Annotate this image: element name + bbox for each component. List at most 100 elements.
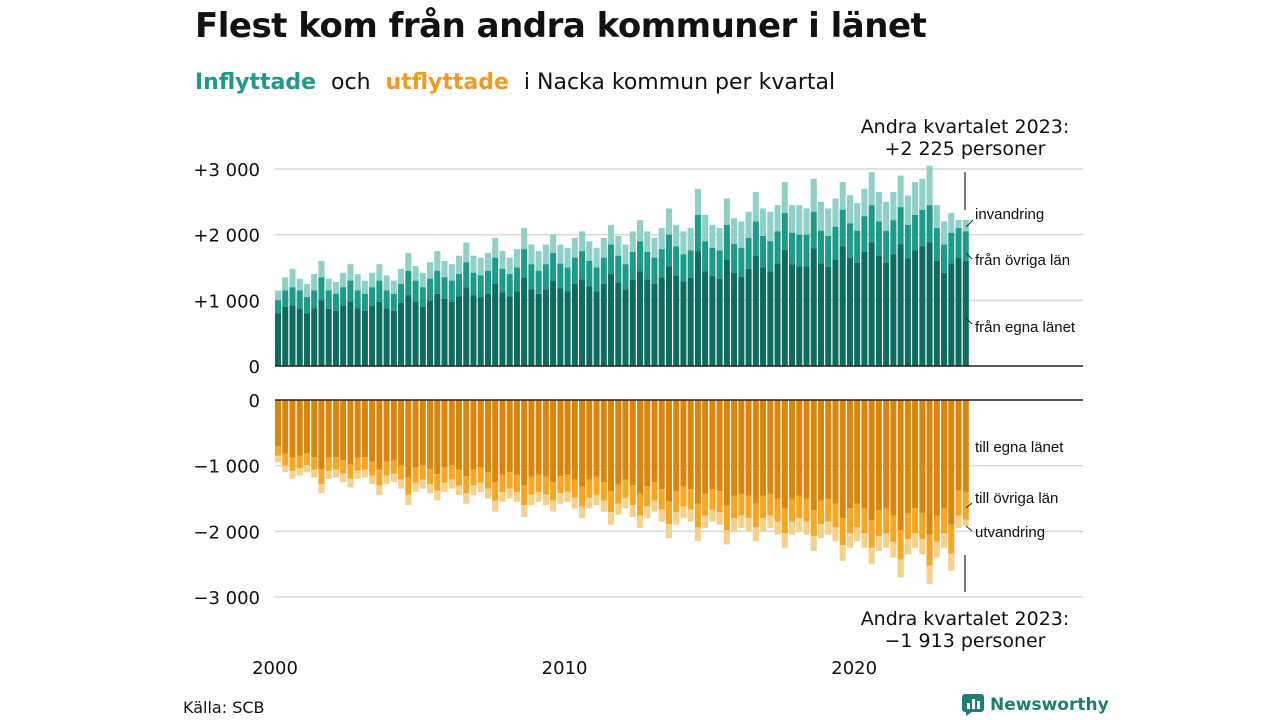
bar-fran-ovriga-lan [448, 280, 455, 302]
bar-invandring [289, 268, 296, 288]
bar-invandring [825, 208, 832, 236]
bar-invandring [586, 241, 593, 261]
source-note: Källa: SCB [183, 698, 265, 717]
bar-fran-ovriga-lan [651, 257, 658, 284]
bar-till-ovriga-lan [275, 445, 282, 456]
bar-invandring [441, 260, 448, 278]
bar-fran-egna-lanet [846, 257, 853, 366]
bar-utvandring [311, 469, 318, 478]
bar-till-ovriga-lan [419, 465, 426, 480]
bar-fran-egna-lanet [644, 279, 651, 366]
bar-till-egna-lanet [615, 400, 622, 485]
bar-fran-ovriga-lan [275, 300, 282, 314]
bar-fran-egna-lanet [955, 257, 962, 366]
bar-fran-ovriga-lan [412, 280, 419, 302]
bar-invandring [470, 255, 477, 273]
bar-utvandring [817, 524, 825, 538]
bar-utvandring [600, 500, 607, 512]
bar-invandring [455, 255, 463, 275]
bar-till-ovriga-lan [875, 510, 882, 536]
callout-top: Andra kvartalet 2023: +2 225 personer [860, 116, 1070, 160]
bar-utvandring [665, 524, 672, 538]
bar-fran-ovriga-lan [332, 293, 339, 311]
bar-utvandring [419, 479, 426, 489]
bar-till-egna-lanet [427, 400, 434, 469]
bar-fran-ovriga-lan [933, 228, 940, 261]
y-tick-bottom: −1 000 [193, 457, 260, 478]
callout-bottom-line2: −1 913 personer [884, 630, 1046, 652]
bar-till-ovriga-lan [513, 474, 520, 492]
leader-fran-ovriga-lan [965, 252, 973, 260]
bars [275, 165, 969, 584]
bar-invandring [890, 191, 897, 221]
bar-utvandring [897, 559, 904, 578]
bar-till-ovriga-lan [427, 468, 434, 485]
bar-fran-ovriga-lan [948, 232, 955, 264]
bar-till-ovriga-lan [781, 508, 788, 534]
bar-fran-egna-lanet [622, 289, 629, 366]
bar-utvandring [513, 491, 520, 502]
bar-fran-egna-lanet [875, 255, 882, 366]
bar-fran-egna-lanet [441, 299, 448, 366]
bar-till-ovriga-lan [557, 476, 564, 494]
bar-fran-ovriga-lan [441, 277, 448, 300]
y-tick-top: +3 000 [193, 160, 260, 181]
bar-utvandring [463, 493, 470, 504]
bar-fran-egna-lanet [513, 291, 520, 366]
bar-invandring [600, 237, 607, 258]
bar-till-ovriga-lan [463, 476, 470, 494]
bar-invandring [311, 274, 318, 291]
bar-till-egna-lanet [948, 400, 955, 525]
bar-fran-ovriga-lan [579, 251, 586, 280]
bar-utvandring [615, 503, 622, 515]
bar-fran-egna-lanet [361, 310, 368, 366]
bar-till-egna-lanet [419, 400, 426, 466]
bar-utvandring [427, 484, 434, 494]
bar-utvandring [774, 521, 781, 535]
bar-till-ovriga-lan [289, 457, 296, 471]
bar-till-egna-lanet [470, 400, 477, 470]
bar-invandring [651, 237, 658, 258]
bar-till-ovriga-lan [651, 482, 658, 501]
bar-utvandring [673, 512, 680, 525]
bar-fran-egna-lanet [767, 271, 774, 366]
bar-fran-ovriga-lan [875, 221, 882, 256]
bar-till-egna-lanet [839, 400, 846, 519]
bar-utvandring [579, 506, 586, 519]
bar-till-egna-lanet [600, 400, 607, 483]
bar-invandring [665, 208, 672, 235]
bar-till-egna-lanet [658, 400, 665, 490]
bar-fran-egna-lanet [571, 283, 578, 366]
bar-fran-egna-lanet [752, 255, 759, 366]
bar-invandring [405, 253, 412, 271]
bar-utvandring [789, 521, 796, 535]
bar-till-ovriga-lan [644, 486, 651, 507]
bar-utvandring [275, 455, 282, 463]
bar-fran-ovriga-lan [658, 249, 665, 278]
bar-fran-egna-lanet [340, 305, 347, 366]
bar-fran-egna-lanet [347, 301, 354, 366]
bar-invandring [926, 165, 933, 206]
bar-invandring [680, 231, 687, 255]
bar-fran-ovriga-lan [361, 293, 368, 311]
bar-utvandring [282, 465, 289, 473]
bar-invandring [427, 262, 434, 279]
bar-till-ovriga-lan [398, 465, 405, 480]
bar-fran-egna-lanet [282, 306, 289, 366]
bar-till-ovriga-lan [470, 469, 477, 486]
bar-till-egna-lanet [629, 400, 636, 486]
bar-till-ovriga-lan [796, 495, 803, 519]
bar-utvandring [875, 535, 882, 552]
bar-till-ovriga-lan [897, 530, 904, 560]
label-invandring: invandring [975, 206, 1044, 223]
bar-utvandring [709, 509, 716, 522]
bar-till-egna-lanet [390, 400, 397, 461]
bar-fran-egna-lanet [810, 248, 817, 366]
bar-invandring [948, 212, 955, 233]
bar-invandring [354, 274, 361, 291]
labels: invandring från övriga län från egna länet… [965, 206, 1076, 541]
bar-utvandring [332, 469, 339, 478]
callout-bottom-line1: Andra kvartalet 2023: [860, 608, 1070, 630]
bar-fran-egna-lanet [687, 278, 694, 366]
